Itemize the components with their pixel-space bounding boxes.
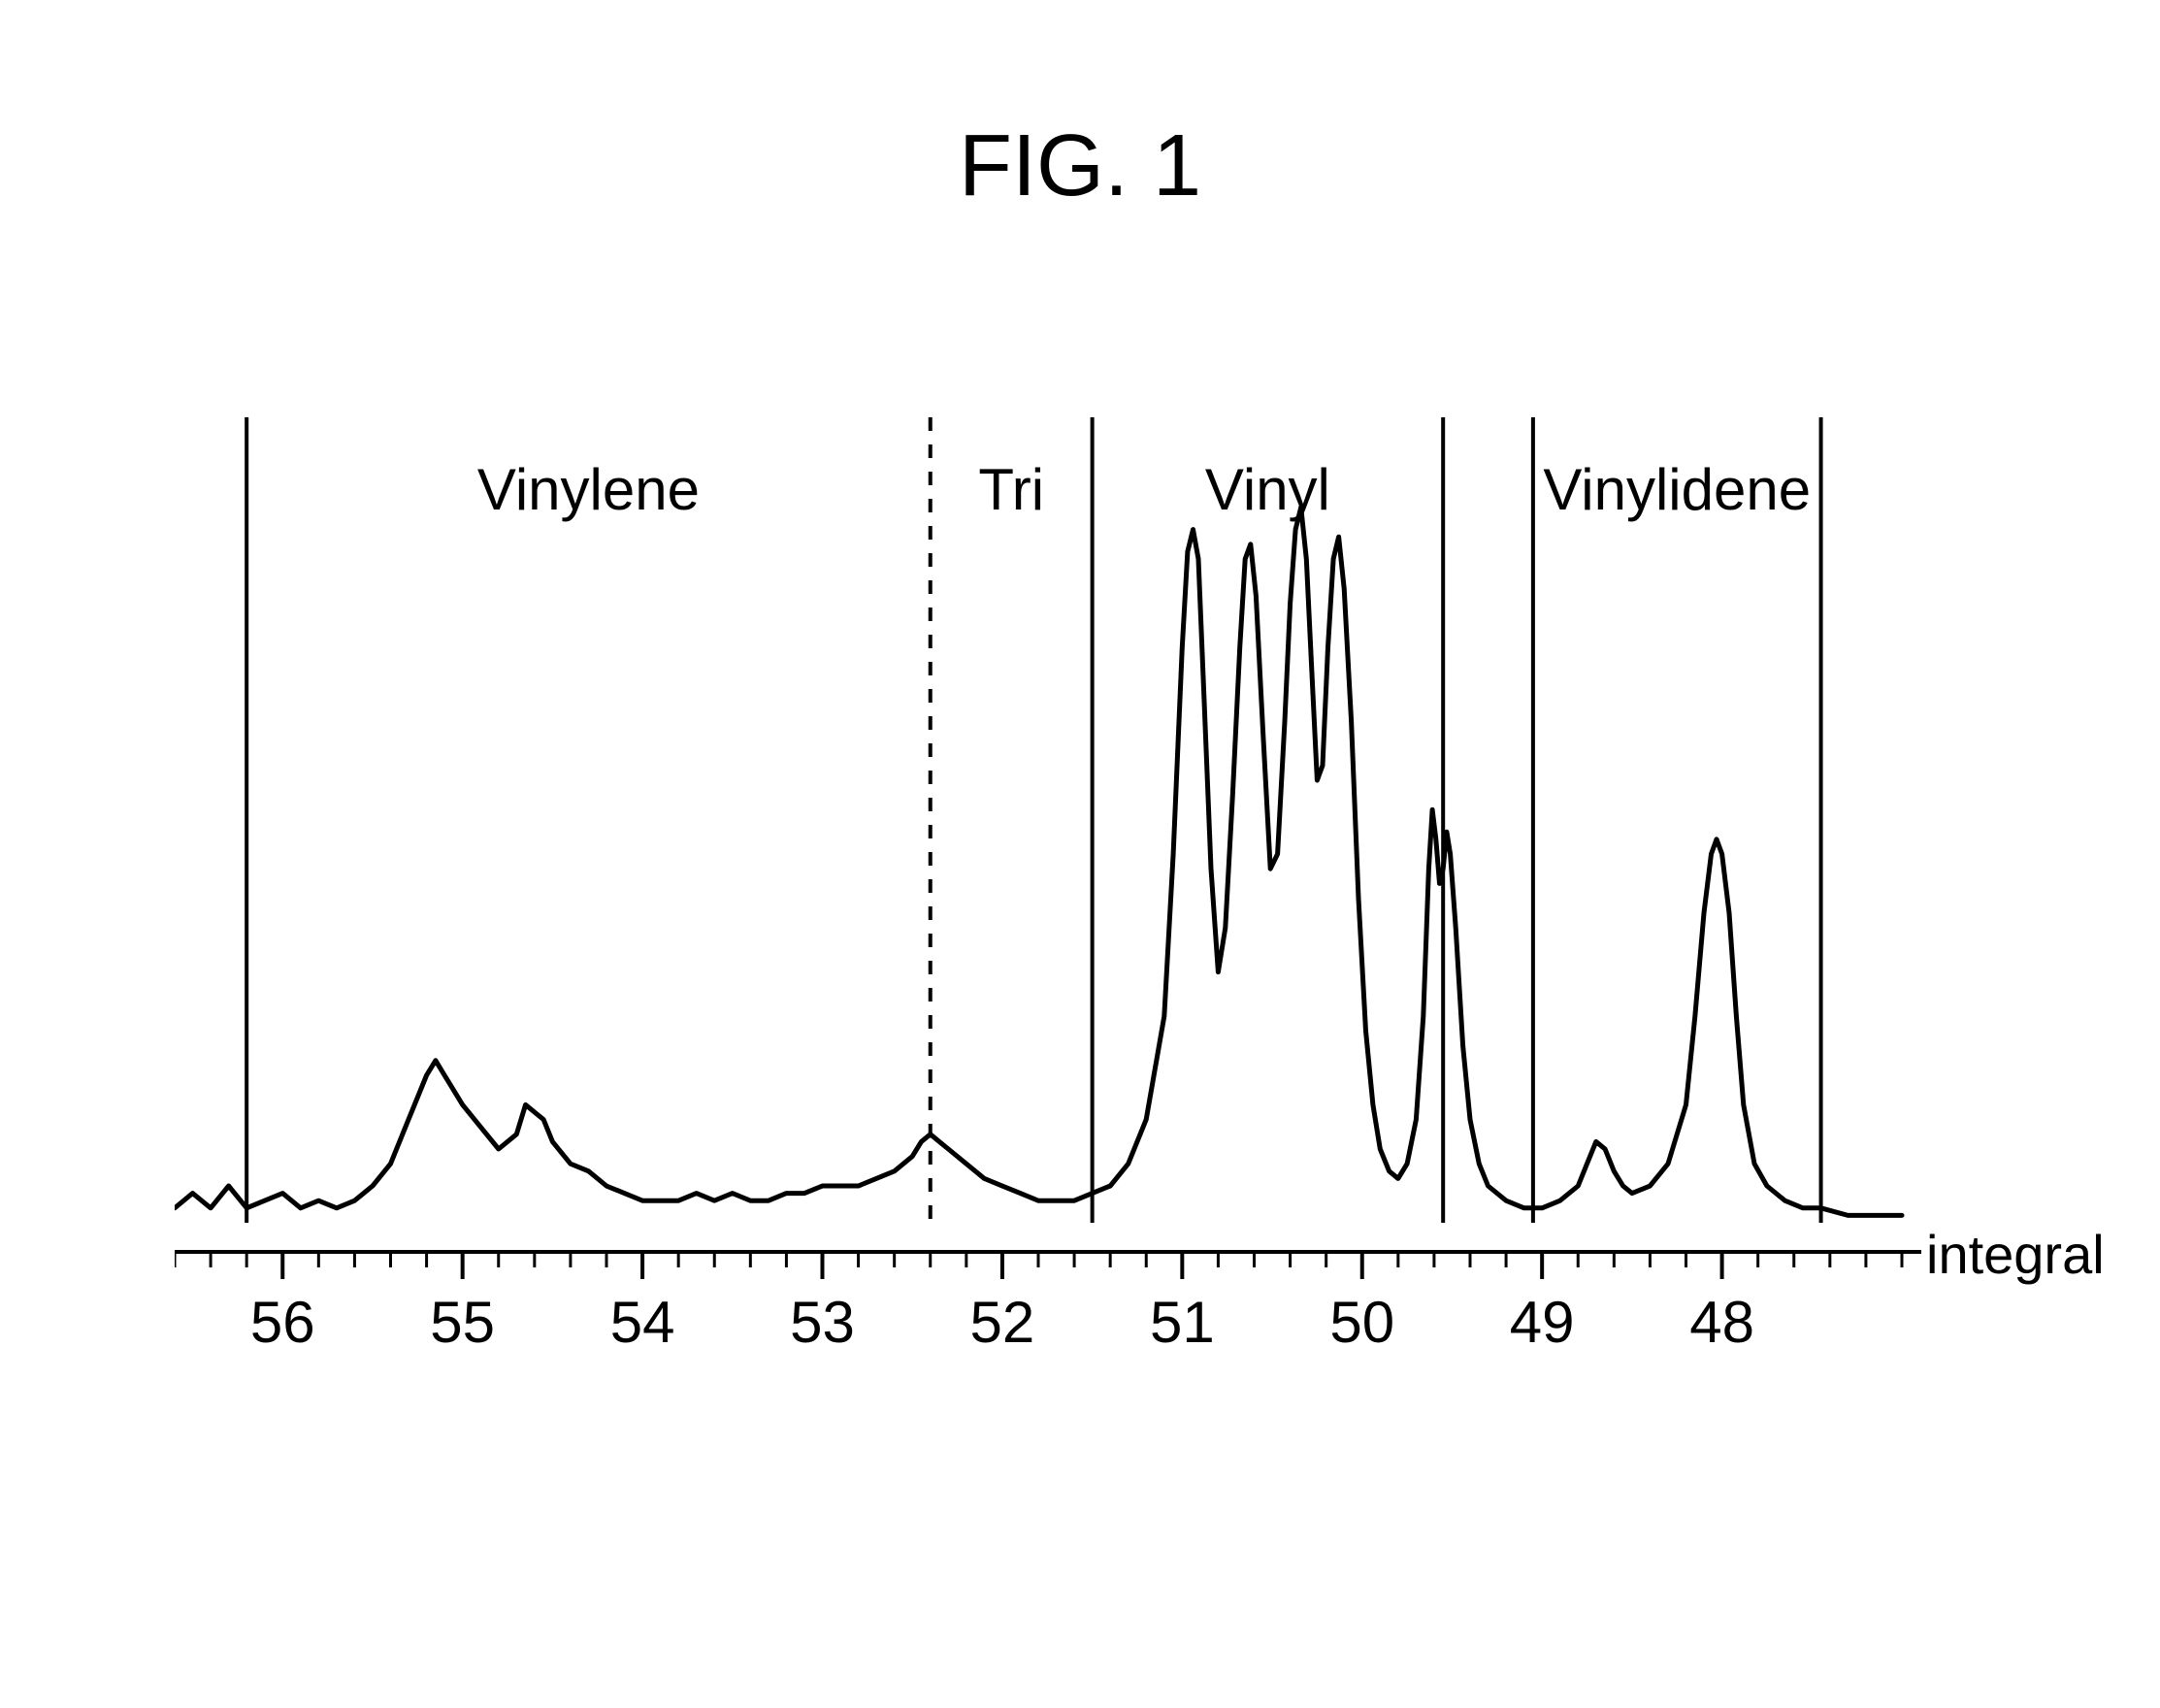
x-tick-label: 50	[1329, 1289, 1394, 1356]
region-label: Vinyl	[1093, 456, 1444, 523]
figure-title: FIG. 1	[0, 116, 2160, 216]
region-label: Vinylene	[246, 456, 931, 523]
x-tick-label: 56	[250, 1289, 315, 1356]
x-tick-label: 51	[1150, 1289, 1215, 1356]
x-axis-label: integral	[1926, 1223, 2105, 1286]
x-tick-label: 48	[1689, 1289, 1754, 1356]
x-tick-label: 53	[790, 1289, 855, 1356]
nmr-spectrum-chart: VinyleneTriVinyl Vinylidene 56 55 54 53 52 51 50…	[175, 408, 1921, 1407]
x-tick-label: 52	[970, 1289, 1035, 1356]
spectrum-line	[175, 508, 1902, 1216]
x-tick-label: 49	[1510, 1289, 1575, 1356]
x-tick-label: 55	[430, 1289, 495, 1356]
x-tick-label: 54	[610, 1289, 675, 1356]
spectrum-svg	[175, 408, 1921, 1407]
region-label: Tri	[931, 456, 1093, 523]
region-label: Vinylidene	[1533, 456, 1821, 523]
